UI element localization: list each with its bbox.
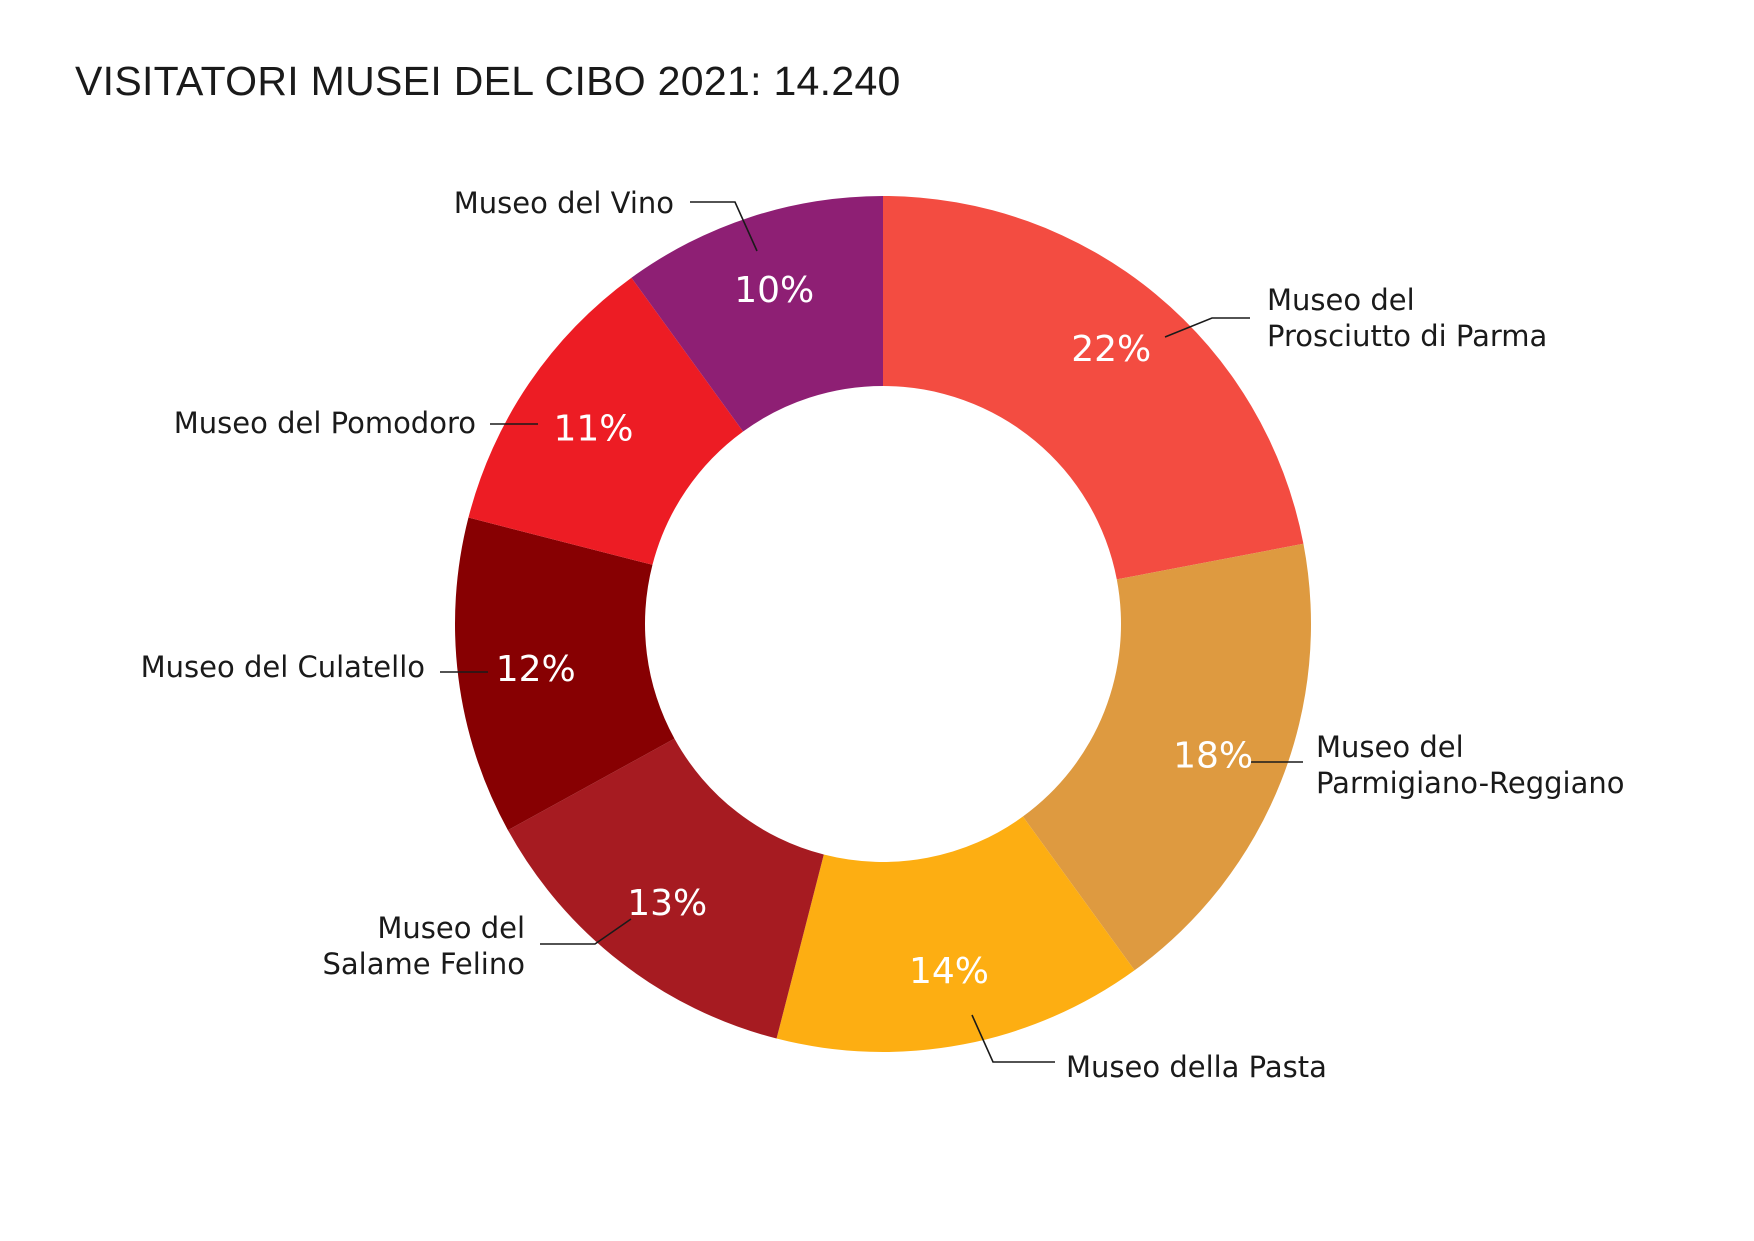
slice-percent-label: 11% [554,408,634,449]
slice-name-label: Museo della Pasta [1066,1050,1327,1084]
slice-name-label: Museo del Parmigiano-Reggiano [1316,730,1625,800]
donut-slice [507,738,824,1039]
donut-slice [455,517,675,831]
slice-percent-label: 10% [734,270,814,311]
slice-name-line: Salame Felino [323,947,526,981]
slice-name-line: Museo del Culatello [141,650,425,684]
donut-slice [883,196,1304,580]
slice-name-label: Museo del Culatello [141,650,425,684]
slice-name-line: Prosciutto di Parma [1267,319,1547,353]
donut-slice [1022,543,1312,971]
slice-name-line: Parmigiano-Reggiano [1316,766,1625,800]
leader-line [1164,317,1250,338]
donut-slice [776,816,1135,1052]
slice-name-line: Museo del [1267,283,1415,317]
slice-name-label: Museo del Pomodoro [174,406,476,440]
slice-name-line: Museo del Vino [454,186,674,220]
chart-title: VISITATORI MUSEI DEL CIBO 2021: 14.240 [75,58,901,104]
slice-name-label: Museo del Vino [454,186,674,220]
slice-name-line: Museo del [1316,730,1464,764]
slice-percent-label: 22% [1071,329,1151,370]
leader-line [690,201,758,252]
slice-name-label: Museo del Salame Felino [323,911,526,981]
slice-percent-label: 13% [627,883,707,924]
donut-slice [468,277,744,565]
slice-name-line: Museo del [377,911,525,945]
slice-percent-label: 14% [909,951,989,992]
slice-name-line: Museo del Pomodoro [174,406,476,440]
slice-name-label: Museo del Prosciutto di Parma [1267,283,1547,353]
slice-percent-label: 18% [1173,736,1253,777]
leader-line [540,918,632,945]
donut-slice [631,196,883,432]
leader-line [971,1014,1055,1063]
slice-percent-label: 12% [496,649,576,690]
slice-name-line: Museo della Pasta [1066,1050,1327,1084]
